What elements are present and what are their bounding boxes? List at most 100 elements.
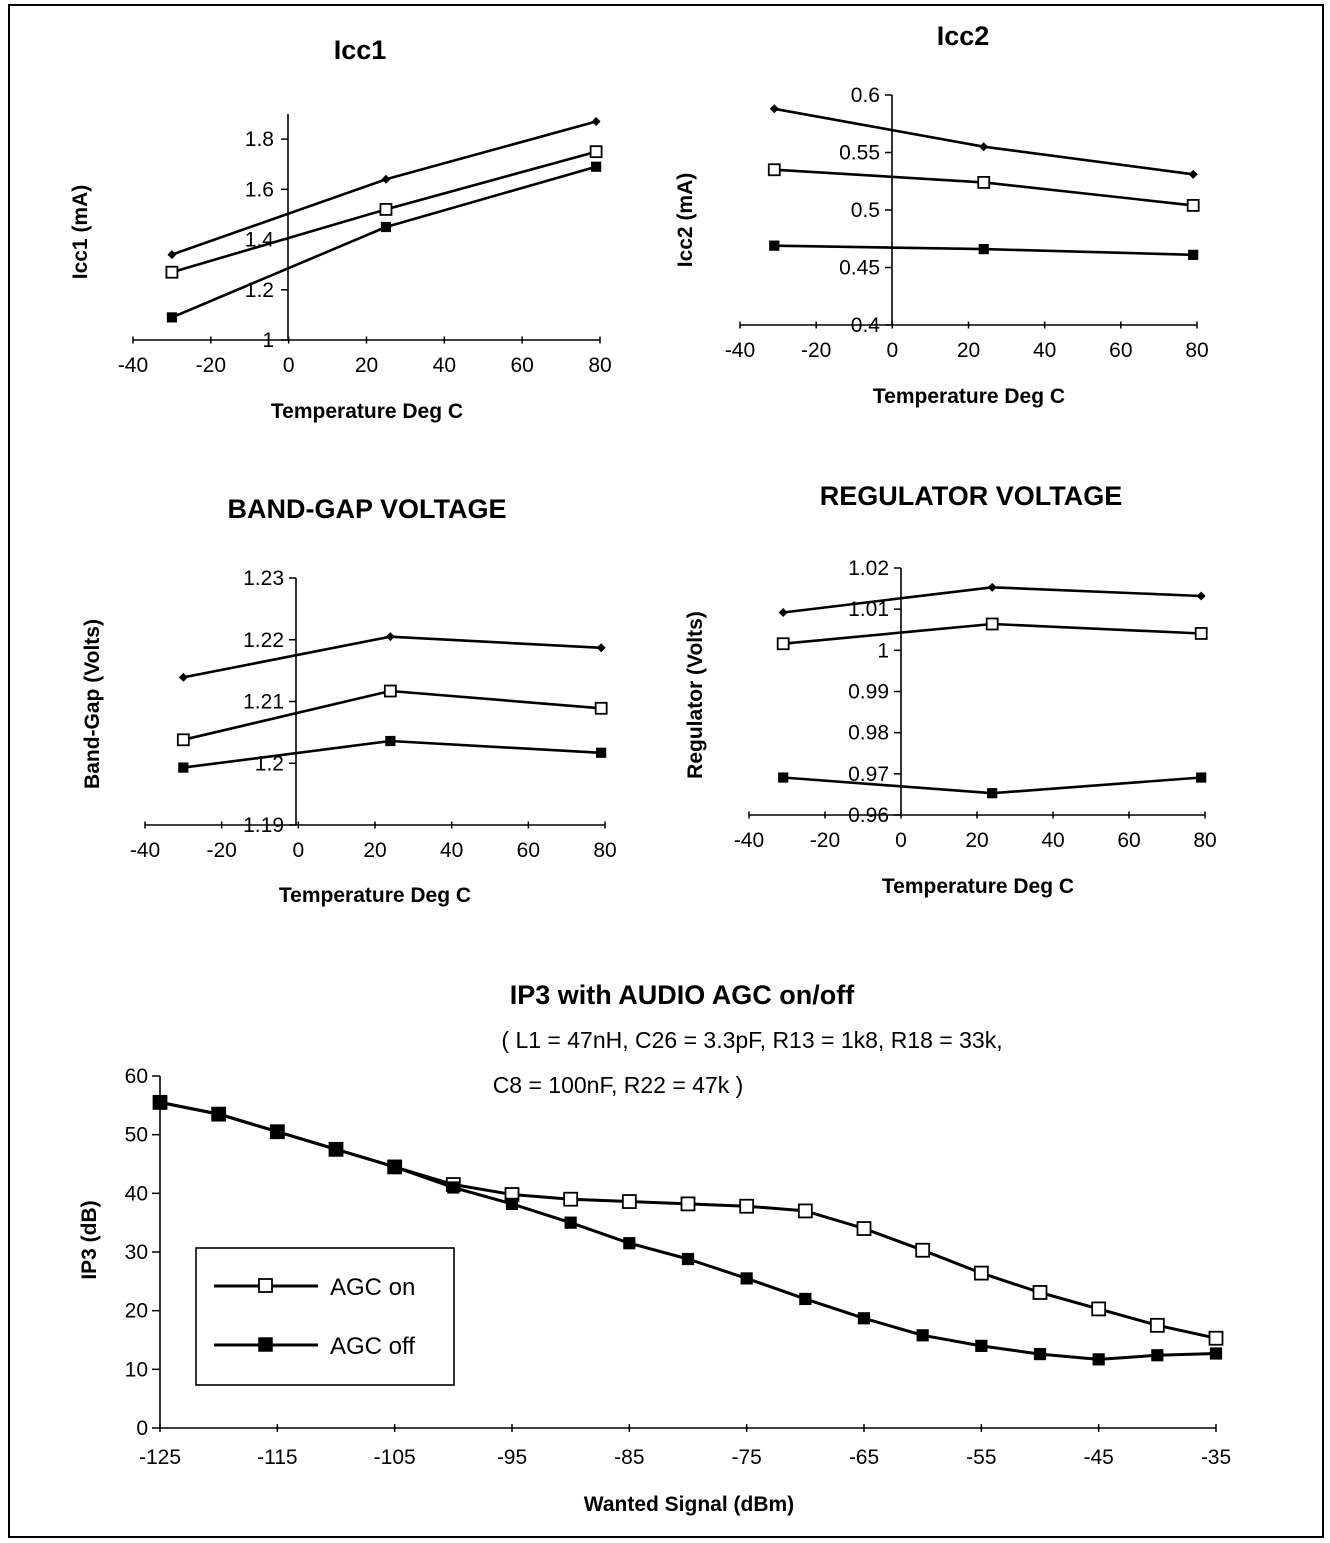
- y-tick-label: 1.23: [243, 567, 284, 590]
- data-point-open-square: [767, 163, 781, 177]
- data-point-open-square: [1032, 1285, 1048, 1300]
- data-point-open-square: [977, 175, 991, 189]
- y-tick-label: 0: [136, 1417, 148, 1440]
- series-line-0: [171, 120, 597, 256]
- x-tick-label: -20: [206, 839, 236, 862]
- x-tick-label: -125: [139, 1446, 181, 1469]
- x-tick-label: 60: [510, 354, 533, 377]
- x-tick-label: 60: [1109, 339, 1132, 362]
- x-tick-label: -20: [196, 354, 226, 377]
- data-point-open-square: [589, 145, 603, 159]
- data-point-open-square: [739, 1198, 755, 1214]
- y-tick-label: 1.6: [245, 178, 274, 201]
- data-point-filled-square: [447, 1181, 460, 1194]
- legend: AGC on AGC off: [195, 1247, 455, 1386]
- y-tick-label: 0.5: [851, 199, 880, 222]
- data-point-open-square: [680, 1196, 696, 1212]
- data-point-filled-square: [916, 1329, 929, 1342]
- y-tick-label: 1.02: [848, 557, 889, 580]
- data-point-filled-square: [799, 1292, 812, 1306]
- chart-title: BAND-GAP VOLTAGE: [227, 494, 506, 524]
- data-point-filled-square: [1151, 1349, 1164, 1362]
- chart-icc1: Icc1 Temperature Deg C Icc1 (mA) -40 -20 0…: [69, 35, 612, 423]
- y-axis-label: Band-Gap (Volts): [81, 619, 104, 789]
- data-point-diamond: [769, 104, 779, 114]
- x-tick-label: 0: [895, 829, 907, 852]
- x-axis-label: Temperature Deg C: [873, 385, 1065, 408]
- x-tick-label: 80: [593, 839, 616, 862]
- data-point-open-square: [985, 617, 999, 631]
- x-tick-label: 0: [292, 839, 304, 862]
- x-tick-label: 40: [1041, 829, 1064, 852]
- chart-subtitle-line-2: C8 = 100nF, R22 = 47k ): [493, 1072, 744, 1098]
- y-tick-label: 0.6: [851, 84, 880, 107]
- legend-marker-agc-on: [258, 1278, 273, 1293]
- data-point-filled-square: [1092, 1353, 1105, 1366]
- x-axis-label: Temperature Deg C: [279, 884, 471, 907]
- y-tick-label: 1.19: [243, 814, 284, 837]
- y-tick-label: 50: [125, 1124, 148, 1147]
- x-tick-label: 0: [886, 339, 898, 362]
- data-point-filled-square: [505, 1197, 519, 1210]
- x-tick-label: -40: [734, 829, 764, 852]
- y-tick-label: 1.2: [245, 279, 274, 302]
- x-tick-label: -20: [801, 339, 831, 362]
- data-point-open-square: [165, 265, 179, 279]
- x-tick-label: -85: [614, 1446, 644, 1469]
- data-point-filled-square: [857, 1312, 871, 1325]
- x-tick-label: 80: [588, 354, 611, 377]
- y-tick-label: 1.22: [243, 629, 284, 652]
- data-point-diamond: [1196, 591, 1206, 601]
- data-point-filled-square: [623, 1237, 636, 1250]
- data-point-filled-square: [271, 1125, 284, 1138]
- data-point-filled-square: [385, 735, 396, 747]
- y-tick-label: 0.96: [848, 804, 889, 827]
- data-point-open-square: [915, 1242, 931, 1258]
- x-tick-label: 20: [957, 339, 980, 362]
- data-point-filled-square: [987, 788, 998, 799]
- data-point-open-square: [563, 1191, 579, 1207]
- data-point-diamond: [778, 607, 788, 617]
- data-point-filled-square: [329, 1143, 343, 1156]
- x-tick-label: -45: [1083, 1446, 1113, 1469]
- data-point-filled-square: [769, 240, 780, 251]
- y-axis-label: IP3 (dB): [78, 1200, 101, 1279]
- legend-label-agc-off: AGC off: [330, 1333, 415, 1360]
- data-point-open-square: [176, 733, 190, 747]
- y-tick-label: 60: [125, 1065, 148, 1088]
- x-tick-label: 80: [1185, 339, 1208, 362]
- data-point-filled-square: [978, 244, 989, 255]
- y-tick-label: 0.98: [848, 722, 889, 745]
- chart-title: IP3 with AUDIO AGC on/off: [510, 980, 855, 1010]
- data-point-filled-square: [1188, 249, 1199, 260]
- figure-frame: [8, 4, 1324, 1538]
- y-axis-label: Regulator (Volts): [684, 611, 707, 779]
- data-point-filled-square: [681, 1252, 695, 1266]
- chart-title: Icc2: [937, 21, 990, 51]
- data-point-open-square: [1186, 198, 1200, 212]
- data-point-filled-square: [1033, 1347, 1047, 1361]
- x-tick-label: 20: [363, 839, 386, 862]
- x-tick-label: 80: [1193, 829, 1216, 852]
- y-tick-label: 1: [262, 329, 274, 352]
- x-tick-label: -105: [374, 1446, 416, 1469]
- data-point-diamond: [385, 632, 395, 642]
- x-tick-label: -40: [118, 354, 148, 377]
- x-tick-label: 20: [965, 829, 988, 852]
- x-tick-label: -115: [257, 1446, 297, 1469]
- x-tick-label: 60: [517, 839, 540, 862]
- data-point-open-square: [621, 1194, 637, 1209]
- y-tick-label: 0.4: [851, 314, 881, 337]
- x-tick-label: -65: [849, 1446, 879, 1469]
- data-point-filled-square: [212, 1108, 225, 1121]
- x-axis-label: Temperature Deg C: [882, 875, 1074, 898]
- y-tick-label: 1.21: [243, 691, 284, 714]
- chart-regulator: REGULATOR VOLTAGE Temperature Deg C Regu…: [684, 481, 1217, 898]
- legend-marker-agc-off: [258, 1337, 273, 1352]
- x-tick-label: -40: [130, 839, 160, 862]
- series-line-2: [171, 165, 597, 319]
- data-point-open-square: [379, 203, 393, 216]
- y-tick-label: 10: [125, 1358, 148, 1381]
- y-tick-label: 20: [125, 1300, 148, 1323]
